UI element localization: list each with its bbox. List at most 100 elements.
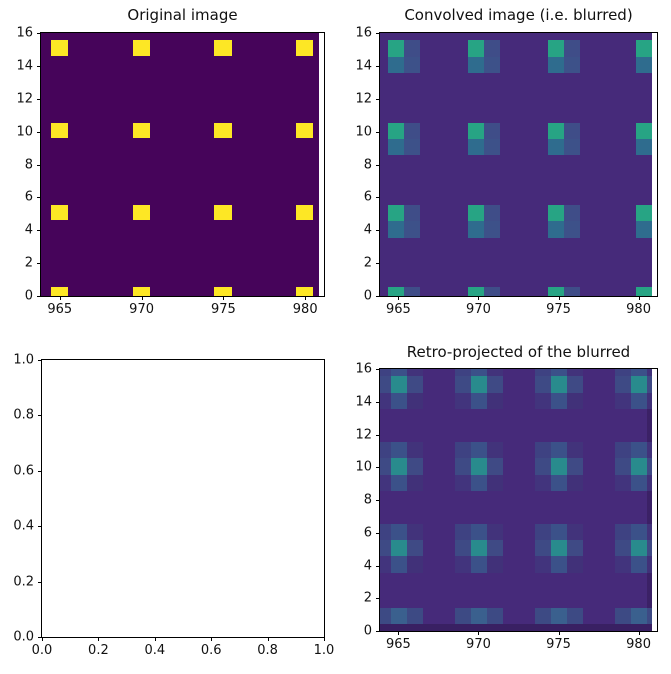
y-tick-label: 0.2 (13, 574, 34, 590)
y-tick-label: 10 (16, 124, 33, 140)
y-tick-mark (376, 434, 380, 436)
heatmap-cell (551, 474, 568, 491)
heatmap-cell (615, 556, 632, 573)
heatmap-cell (391, 556, 408, 573)
y-tick-mark (376, 532, 380, 534)
y-tick-mark (376, 131, 380, 133)
y-tick-mark (376, 33, 380, 34)
y-tick-mark (37, 197, 41, 199)
y-tick-label: 2 (363, 255, 372, 271)
heatmap-cell (388, 56, 404, 74)
heatmap-cell (484, 139, 501, 156)
heatmap-cell (631, 369, 648, 377)
x-tick-label: 0.8 (257, 643, 278, 658)
x-tick-mark (141, 296, 143, 300)
heatmap-cell (455, 376, 472, 393)
heatmap-cell (404, 122, 421, 140)
heatmap-cell (468, 56, 485, 74)
heatmap-cell (296, 40, 314, 56)
heatmap-cell (647, 376, 653, 393)
heatmap-cell (647, 441, 653, 459)
heatmap-cell (404, 221, 421, 238)
heatmap-cell (471, 474, 488, 491)
y-tick-mark (37, 263, 41, 265)
heatmap-cell (404, 204, 421, 222)
y-tick-label: 0 (363, 288, 372, 304)
heatmap-cell (631, 458, 648, 475)
heatmap-cell (631, 540, 648, 557)
heatmap-image (380, 33, 653, 296)
heatmap-cell (404, 139, 421, 156)
y-tick-label: 12 (16, 91, 33, 107)
heatmap-cell (468, 139, 485, 156)
y-tick-mark (376, 98, 380, 100)
heatmap-cell (471, 376, 488, 393)
heatmap-cell (615, 607, 632, 625)
heatmap-cell (407, 458, 424, 475)
heatmap-cell (548, 40, 565, 57)
heatmap-cell (551, 392, 568, 410)
heatmap-cell (647, 392, 653, 410)
heatmap-cell (380, 392, 392, 410)
y-tick-label: 10 (355, 124, 372, 140)
heatmap-cell (471, 441, 488, 459)
heatmap-cell (471, 369, 488, 377)
heatmap-cell (455, 607, 472, 625)
heatmap-cell (471, 458, 488, 475)
heatmap-cell (407, 607, 424, 625)
heatmap-cell (567, 523, 584, 541)
y-tick-mark (376, 598, 380, 600)
heatmap-cell (615, 474, 632, 491)
heatmap-image (41, 33, 320, 296)
heatmap-cell (388, 221, 404, 238)
heatmap-cell (455, 441, 472, 459)
heatmap-cell (636, 221, 653, 238)
heatmap-cell (471, 523, 488, 541)
heatmap-cell (615, 523, 632, 541)
y-tick-label: 12 (355, 427, 372, 442)
heatmap-cell (487, 556, 504, 573)
y-tick-mark (376, 631, 380, 632)
heatmap-cell (468, 122, 485, 140)
y-tick-label: 16 (355, 361, 372, 377)
heatmap-cell (535, 607, 552, 625)
x-tick-mark (398, 296, 400, 300)
heatmap-cell (380, 523, 392, 541)
heatmap-cell (631, 392, 648, 410)
heatmap-cell (564, 286, 581, 296)
heatmap-cell (388, 286, 404, 296)
heatmap-cell (407, 369, 424, 377)
heatmap-cell (391, 523, 408, 541)
heatmap-cell (636, 286, 653, 296)
heatmap-cell (214, 40, 232, 56)
y-tick-mark (37, 296, 41, 297)
heatmap-cell (380, 441, 392, 459)
heatmap-cell (380, 540, 392, 557)
y-tick-label: 8 (363, 492, 372, 508)
y-tick-label: 16 (16, 25, 33, 41)
heatmap-cell (631, 474, 648, 491)
x-tick-label: 980 (626, 302, 651, 317)
heatmap-cell (468, 40, 485, 57)
heatmap-image (380, 369, 653, 631)
heatmap-cell (535, 458, 552, 475)
y-tick-label: 8 (24, 157, 33, 172)
heatmap-cell (487, 523, 504, 541)
heatmap-cell (548, 204, 565, 222)
heatmap-cell (647, 540, 653, 557)
heatmap-cell (407, 376, 424, 393)
heatmap-cell (646, 369, 653, 631)
heatmap-cell (50, 122, 68, 139)
heatmap-cell (455, 523, 472, 541)
heatmap-cell (388, 40, 404, 57)
x-tick-mark (267, 637, 269, 641)
heatmap-cell (567, 376, 584, 393)
heatmap-cell (50, 287, 68, 296)
heatmap-cell (391, 607, 408, 625)
heatmap-cell (615, 540, 632, 557)
heatmap-cell (636, 56, 653, 74)
y-tick-mark (376, 164, 380, 166)
subplot-empty-axes: 0.0 0.2 0.4 0.6 0.8 1.0 0.0 0.2 0.4 0.6 0.8 1.0 (13, 353, 334, 659)
heatmap-cell (631, 556, 648, 573)
x-tick-label: 965 (385, 302, 411, 317)
